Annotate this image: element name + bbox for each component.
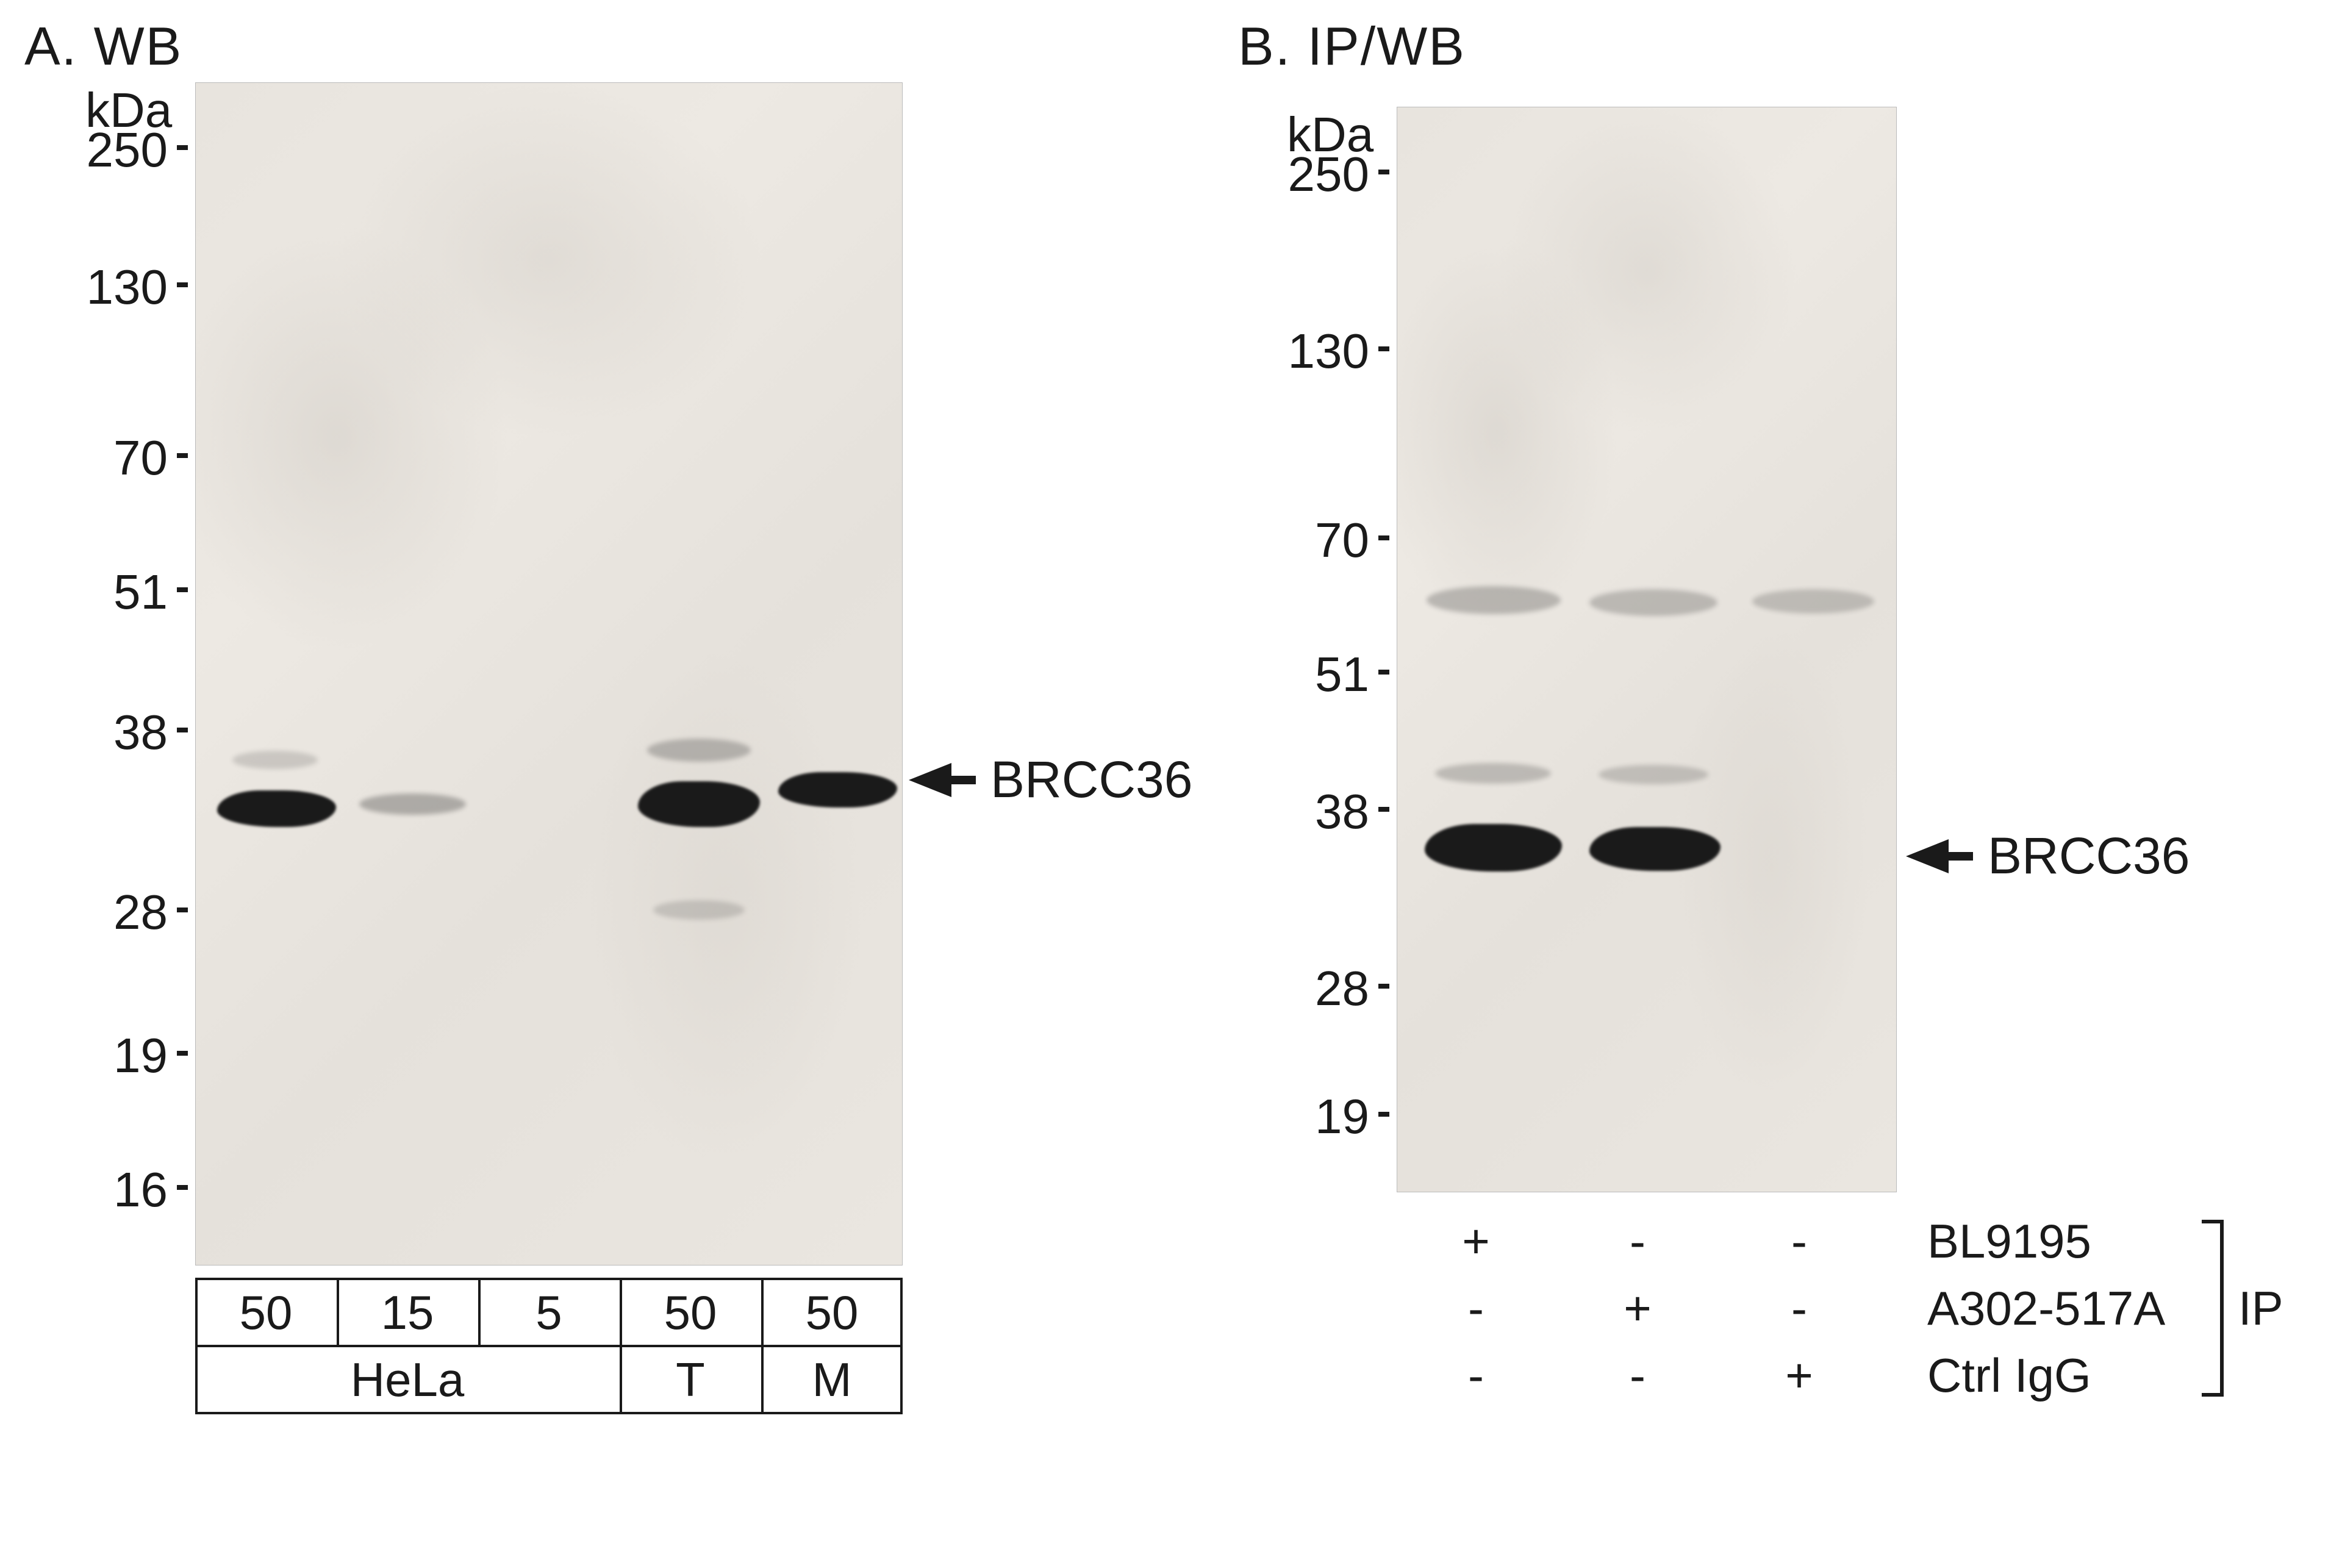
panel-b-title: B. IP/WB	[1238, 15, 1466, 77]
band-b-lane1-mid	[1599, 765, 1708, 784]
band-b-lane2-upper	[1752, 589, 1874, 614]
lane-a-3-load: 50	[620, 1285, 761, 1341]
band-a-lane3-lower	[653, 900, 745, 920]
band-a-lane3-upper	[647, 739, 751, 762]
mw-a-38: 38	[82, 704, 168, 761]
ip-r1-c1: +	[1595, 1281, 1680, 1336]
ip-r0-c1: -	[1595, 1214, 1680, 1269]
mw-a-28: 28	[82, 884, 168, 940]
lane-a-hela: HeLa	[195, 1352, 620, 1408]
panel-b-target-arrow: BRCC36	[1906, 826, 2190, 886]
mw-b-130: 130	[1284, 323, 1369, 379]
mw-b-250: 250	[1284, 146, 1369, 202]
lane-a-4-load: 50	[761, 1285, 903, 1341]
mw-a-130: 130	[82, 259, 168, 315]
ip-r1-c0: -	[1433, 1281, 1519, 1336]
band-b-lane1-upper	[1589, 589, 1717, 616]
ip-r1-label: A302-517A	[1927, 1281, 2165, 1336]
band-b-lane0-upper	[1427, 586, 1561, 614]
ip-r2-c2: +	[1756, 1348, 1842, 1403]
band-a-lane0-upper	[232, 751, 318, 769]
mw-b-38: 38	[1284, 784, 1369, 840]
ip-r1-c2: -	[1756, 1281, 1842, 1336]
mw-b-28: 28	[1284, 961, 1369, 1017]
panel-a-blot	[195, 82, 903, 1265]
panel-b: B. IP/WB kDa 250 130 70 51 38 28 19 BRCC…	[1238, 0, 2336, 1568]
ip-bracket-label: IP	[2238, 1281, 2283, 1336]
band-b-lane0-mid	[1435, 763, 1551, 784]
band-a-lane3-main	[638, 781, 760, 827]
band-a-lane4-main	[778, 772, 897, 807]
ip-r0-c2: -	[1756, 1214, 1842, 1269]
band-a-lane1-main	[359, 793, 466, 815]
lane-a-0-load: 50	[195, 1285, 337, 1341]
lane-a-m: M	[761, 1352, 903, 1408]
mw-a-16: 16	[82, 1162, 168, 1218]
panel-a-target-text: BRCC36	[990, 750, 1192, 809]
panel-b-blot	[1397, 107, 1897, 1192]
mw-a-70: 70	[82, 430, 168, 486]
mw-a-51: 51	[82, 564, 168, 620]
mw-a-19: 19	[82, 1028, 168, 1084]
lane-a-2-load: 5	[478, 1285, 620, 1341]
mw-a-250: 250	[82, 122, 168, 178]
band-b-lane1-main	[1589, 827, 1721, 871]
mw-b-70: 70	[1284, 512, 1369, 568]
lane-a-t: T	[620, 1352, 761, 1408]
ip-r2-c1: -	[1595, 1348, 1680, 1403]
ip-r0-c0: +	[1433, 1214, 1519, 1269]
ip-r2-c0: -	[1433, 1348, 1519, 1403]
lane-a-1-load: 15	[337, 1285, 478, 1341]
band-a-lane0-main	[217, 790, 336, 827]
ip-r0-label: BL9195	[1927, 1214, 2091, 1269]
mw-b-51: 51	[1284, 646, 1369, 703]
band-b-lane0-main	[1425, 824, 1562, 872]
panel-b-blot-texture	[1397, 107, 1896, 1192]
ip-r2-label: Ctrl IgG	[1927, 1348, 2091, 1403]
panel-a-target-arrow: BRCC36	[909, 750, 1192, 809]
panel-a-title: A. WB	[24, 15, 182, 77]
panel-b-target-text: BRCC36	[1988, 826, 2190, 886]
ip-bracket	[2220, 1220, 2224, 1397]
mw-b-19: 19	[1284, 1089, 1369, 1145]
panel-a-blot-texture	[196, 83, 902, 1265]
panel-a: A. WB kDa 250 130 70 51 38 28 19 16 BRCC…	[24, 0, 1183, 1568]
